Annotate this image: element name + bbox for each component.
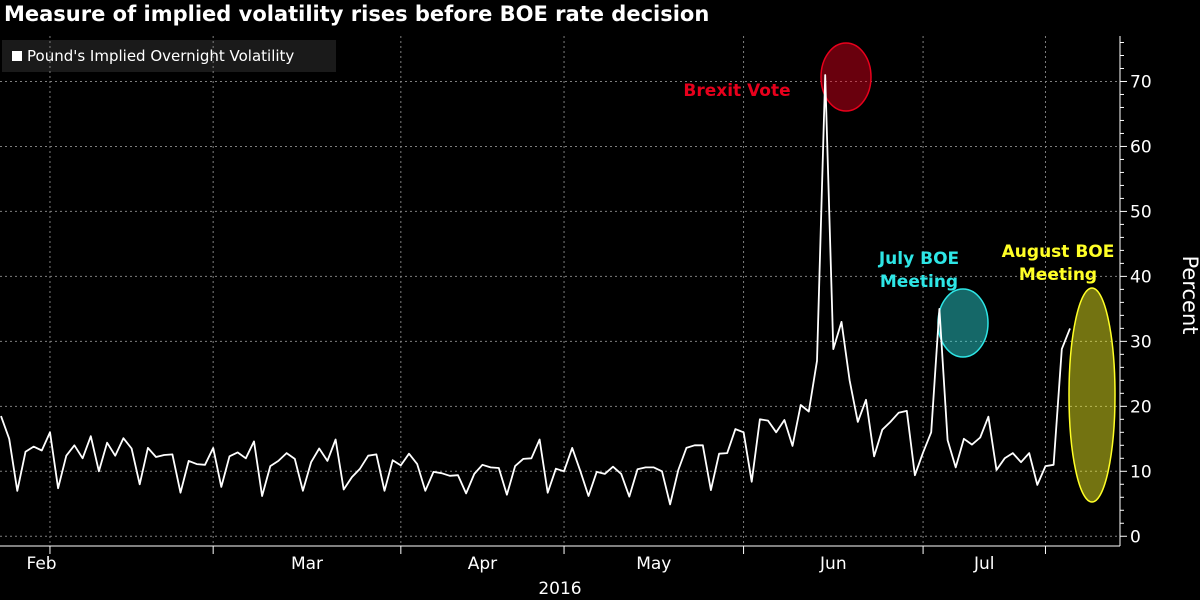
- annotation-label: Meeting: [880, 272, 958, 292]
- y-tick-label: 0: [1130, 527, 1141, 547]
- x-tick-label: Mar: [291, 554, 323, 574]
- x-tick-label: Jul: [973, 554, 995, 574]
- x-tick-label: Apr: [468, 554, 497, 574]
- y-tick-label: 50: [1130, 202, 1152, 222]
- y-tick-label: 40: [1130, 267, 1152, 287]
- x-tick-label: Jun: [819, 554, 847, 574]
- chart-legend: Pound's Implied Overnight Volatility: [2, 40, 336, 72]
- y-tick-label: 70: [1130, 72, 1152, 92]
- legend-swatch: [12, 51, 22, 61]
- y-tick-label: 30: [1130, 332, 1152, 352]
- annotation-ellipse: [1068, 287, 1116, 503]
- y-axis-label: Percent: [1178, 255, 1200, 334]
- x-axis-year-label: 2016: [538, 579, 581, 599]
- grid-lines: [0, 36, 1120, 546]
- y-tick-label: 20: [1130, 397, 1152, 417]
- annotation-label: Brexit Vote: [683, 81, 790, 101]
- annotation-labels: Brexit Vote July BOE Meeting August BOE Meet…: [683, 81, 1114, 292]
- annotation-label: Meeting: [1019, 265, 1097, 285]
- annotation-ellipse: [820, 42, 872, 112]
- x-tick-label: May: [636, 554, 671, 574]
- legend-label: Pound's Implied Overnight Volatility: [27, 47, 295, 65]
- y-tick-label: 10: [1130, 462, 1152, 482]
- annotation-ellipses: [820, 42, 1116, 503]
- annotation-label: August BOE: [1002, 242, 1115, 262]
- series-group: [0, 74, 1071, 506]
- x-tick-label: Feb: [27, 554, 57, 574]
- y-axis: 0 10 20 30 40 50 60 70: [1119, 36, 1152, 547]
- chart-title: Measure of implied volatility rises befo…: [4, 2, 710, 26]
- annotation-label: July BOE: [878, 249, 959, 269]
- y-tick-label: 60: [1130, 137, 1152, 157]
- series-line: [0, 74, 1071, 506]
- annotation-ellipse: [937, 288, 989, 358]
- x-axis: Feb Mar Apr May Jun Jul: [0, 545, 1120, 574]
